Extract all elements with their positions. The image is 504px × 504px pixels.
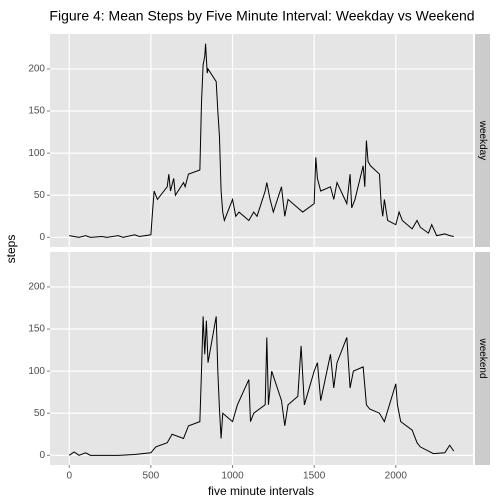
x-tick-label: 1500 [303,471,326,482]
y-tick-label: 0 [39,450,45,461]
line [69,43,454,238]
y-tick-label: 0 [39,232,45,243]
y-tick-label: 200 [28,64,45,75]
y-tick-label: 50 [34,190,46,201]
x-tick-label: 0 [66,471,72,482]
panel-background [50,252,473,465]
strip [475,252,490,465]
x-tick-label: 1000 [221,471,244,482]
strip-label: weekday [477,120,488,160]
y-tick-label: 150 [28,106,45,117]
chart-title: Figure 4: Mean Steps by Five Minute Inte… [49,8,474,24]
y-axis-label: steps [4,235,18,264]
y-tick-label: 100 [28,148,45,159]
y-tick-label: 100 [28,366,45,377]
y-tick-label: 50 [34,408,46,419]
y-tick-label: 150 [28,324,45,335]
panel-background [50,34,473,247]
x-axis-label: five minute intervals [208,484,314,498]
strip-label: weekend [477,337,488,378]
strip [475,34,490,247]
y-tick-label: 200 [28,282,45,293]
x-tick-label: 2000 [385,471,408,482]
line [68,316,455,456]
x-tick-label: 500 [143,471,160,482]
